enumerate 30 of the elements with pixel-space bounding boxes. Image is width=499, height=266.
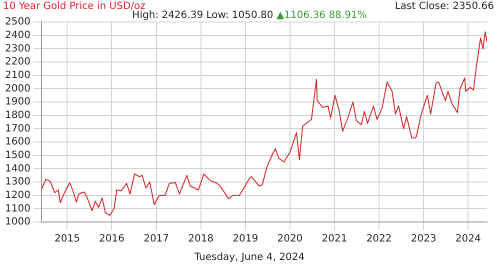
y-tick-label: 2300 [4,43,30,54]
text: ▲1106.36 88.91% [276,10,367,21]
y-tick-label: 1400 [4,163,30,174]
y-tick-label: 1800 [4,110,30,121]
x-tick-label: 2023 [410,234,436,245]
y-tick-label: 1200 [4,190,30,201]
y-tick-label: 1900 [4,96,30,108]
y-tick-label: 2500 [4,16,30,28]
y-tick-label: 2000 [4,83,30,94]
text: Tuesday, June 4, 2024 [193,252,306,263]
text: Last Close: 2350.66 [394,1,494,12]
x-tick-label: 2021 [322,234,348,245]
y-tick-label: 1500 [4,150,30,161]
y-tick-label: 1100 [4,203,30,214]
y-tick-label: 2100 [4,70,30,81]
x-tick-label: 2018 [188,234,214,245]
chart-subtitle: High: 2426.39 Low: 1050.80 [132,10,274,21]
y-tick-label: 2200 [4,56,30,68]
x-tick-label: 2017 [144,234,170,245]
y-tick-label: 1300 [4,176,30,188]
x-tick-label: 2020 [277,234,303,245]
x-tick-label: 2022 [366,234,392,245]
y-tick-label: 1600 [4,136,30,148]
y-tick-label: 2400 [4,30,30,41]
x-tick-label: 2016 [99,234,124,245]
x-tick-label: 2015 [54,234,80,245]
x-tick-label: 2024 [455,234,481,245]
y-tick-label: 1000 [4,216,30,228]
x-tick-label: 2019 [232,234,258,245]
y-tick-label: 1700 [4,123,30,134]
